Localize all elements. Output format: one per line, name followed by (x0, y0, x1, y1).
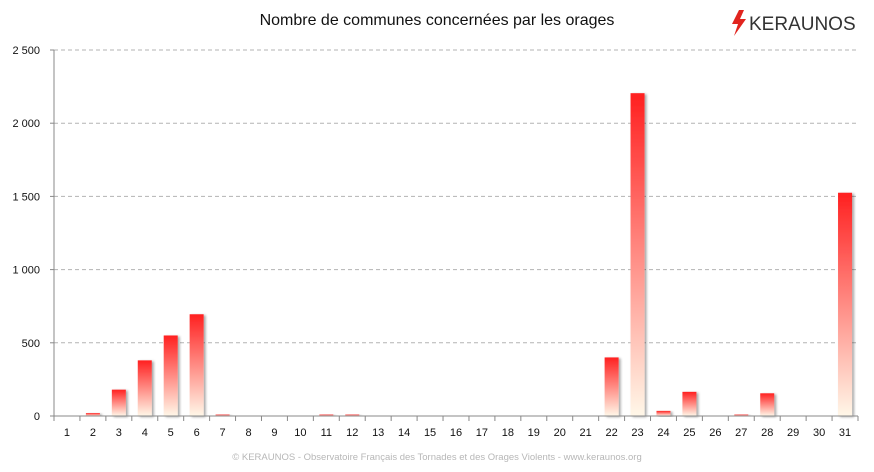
y-tick-label: 1 500 (12, 191, 40, 203)
x-tick-label: 26 (709, 427, 721, 439)
x-tick-label: 13 (372, 427, 384, 439)
x-tick-label: 6 (194, 427, 200, 439)
y-tick-label: 0 (34, 411, 40, 423)
x-tick-label: 30 (813, 427, 825, 439)
bar-day-12 (345, 414, 360, 416)
brand-name: KERAUNOS (749, 14, 856, 35)
y-axis: 0 500 1 000 1 500 2 000 2 500 (12, 45, 55, 423)
y-tick-label: 500 (22, 338, 40, 350)
y-tick-label: 2 000 (12, 118, 40, 130)
x-tick-label: 8 (245, 427, 251, 439)
x-tick-label: 5 (168, 427, 174, 439)
x-tick-label: 21 (580, 427, 592, 439)
x-tick-label: 10 (294, 427, 306, 439)
bar-day-31 (838, 192, 853, 416)
x-tick-label: 22 (605, 427, 617, 439)
bar-day-27 (734, 414, 749, 416)
bars (85, 93, 853, 417)
x-tick-label: 18 (502, 427, 514, 439)
x-tick-label: 20 (554, 427, 566, 439)
bar-day-28 (760, 393, 775, 416)
x-tick-label: 25 (683, 427, 695, 439)
x-tick-label: 24 (657, 427, 669, 439)
x-tick-label: 12 (346, 427, 358, 439)
lightning-bolt-icon (732, 10, 746, 36)
bar-day-22 (604, 357, 619, 416)
keraunos-logo: KERAUNOS (732, 10, 856, 36)
x-tick-label: 9 (271, 427, 277, 439)
x-tick-label: 11 (321, 427, 332, 439)
y-tick-label: 2 500 (12, 45, 40, 57)
x-tick-label: 1 (64, 427, 70, 439)
bar-day-25 (682, 391, 697, 416)
x-tick-label: 17 (476, 427, 488, 439)
bar-day-11 (319, 414, 334, 416)
x-tick-label: 19 (528, 427, 540, 439)
footer-credit: © KERAUNOS - Observatoire Français des T… (232, 452, 642, 463)
x-axis: 1 2 3 4 5 6 7 8 9 10 11 12 13 14 15 16 17 18 19 20 21 22 23 24 2… (53, 415, 859, 439)
x-tick-label: 23 (631, 427, 643, 439)
x-tick-label: 27 (735, 427, 747, 439)
x-tick-label: 16 (450, 427, 462, 439)
bar-day-2 (85, 413, 100, 416)
bar-day-23 (630, 93, 645, 417)
bar-day-5 (163, 335, 178, 416)
gridlines (54, 49, 858, 344)
chart-title: Nombre de communes concernées par les or… (259, 12, 615, 29)
x-tick-label: 4 (142, 427, 148, 439)
x-tick-label: 3 (116, 427, 122, 439)
bar-day-24 (656, 410, 671, 416)
bar-day-4 (137, 360, 152, 416)
x-tick-label: 2 (90, 427, 96, 439)
bar-day-7 (215, 414, 230, 416)
bar-day-3 (111, 389, 126, 416)
bar-day-6 (189, 314, 204, 416)
x-tick-label: 28 (761, 427, 773, 439)
x-tick-label: 15 (424, 427, 436, 439)
x-tick-label: 14 (398, 427, 410, 439)
y-tick-label: 1 000 (12, 265, 40, 277)
x-tick-label: 7 (220, 427, 226, 439)
x-tick-label: 31 (839, 427, 851, 439)
x-tick-label: 29 (787, 427, 799, 439)
